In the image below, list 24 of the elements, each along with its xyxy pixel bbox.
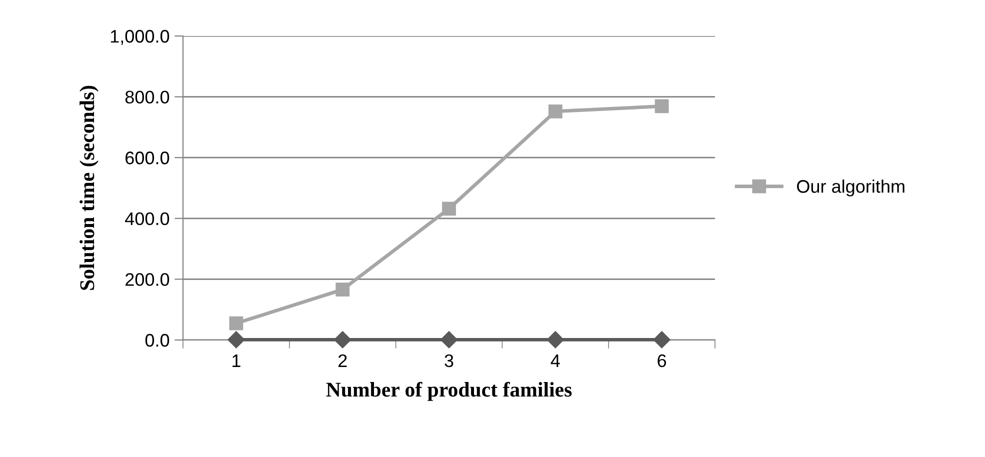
y-tick-label: 800.0 <box>125 90 170 104</box>
x-tick-label: 1 <box>232 354 240 367</box>
point <box>442 202 456 216</box>
point <box>336 282 350 296</box>
x-tick-label: 6 <box>658 354 666 368</box>
legend-label: Our algorithm <box>797 180 904 196</box>
y-tick-label: 0.0 <box>145 334 170 347</box>
point <box>653 331 670 348</box>
point <box>546 331 564 348</box>
y-tick-label: 1,000.0 <box>110 30 170 45</box>
point <box>548 104 562 118</box>
y-tick-label: 600.0 <box>126 152 170 164</box>
y-axis-title: Solution time (seconds) <box>80 86 98 290</box>
y-tick-label: 400.0 <box>125 212 170 226</box>
x-tick-label: 2 <box>338 354 347 367</box>
y-tick-label: 200.0 <box>126 273 170 286</box>
point <box>654 99 669 114</box>
point <box>228 331 245 348</box>
x-tick-label: 3 <box>444 354 454 368</box>
x-axis-title: Number of product families <box>326 382 572 401</box>
x-tick-label: 4 <box>550 354 560 367</box>
point <box>440 331 458 348</box>
point <box>334 331 352 348</box>
point <box>229 316 244 330</box>
